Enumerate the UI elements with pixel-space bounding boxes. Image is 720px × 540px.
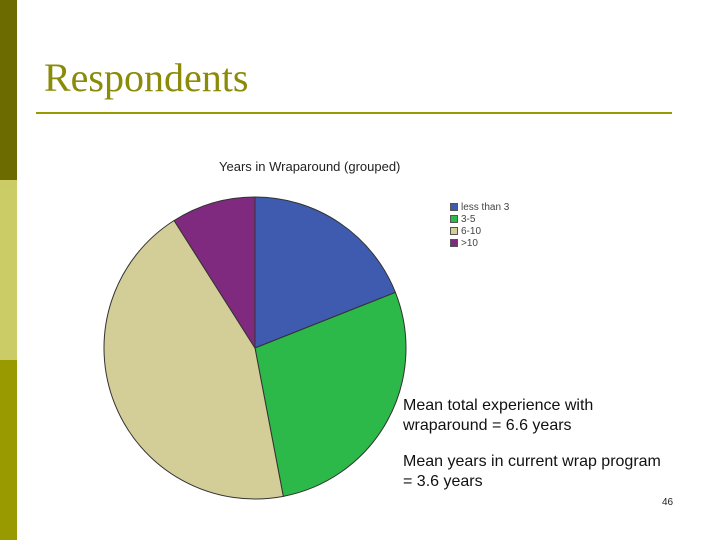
legend-item: 6-10 bbox=[450, 225, 509, 237]
legend-item: less than 3 bbox=[450, 201, 509, 213]
side-bar-dark bbox=[0, 0, 17, 180]
legend-swatch bbox=[450, 215, 458, 223]
side-bar-light bbox=[0, 180, 17, 360]
legend-item: >10 bbox=[450, 237, 509, 249]
legend-label: >10 bbox=[461, 237, 478, 249]
page-number: 46 bbox=[662, 497, 674, 508]
chart-title: Years in Wraparound (grouped) bbox=[219, 159, 401, 174]
side-bar-medium bbox=[0, 360, 17, 540]
legend-swatch bbox=[450, 203, 458, 211]
legend-swatch bbox=[450, 239, 458, 247]
legend-item: 3-5 bbox=[450, 213, 509, 225]
slide-title: Respondents bbox=[44, 55, 249, 100]
legend-swatch bbox=[450, 227, 458, 235]
note-total-experience: Mean total experience with wraparound = … bbox=[403, 397, 594, 434]
legend-label: 6-10 bbox=[461, 225, 482, 237]
pie-slice-10 bbox=[173, 196, 256, 350]
legend-label: 3-5 bbox=[461, 213, 476, 225]
chart-legend: less than 3 3-5 6-10 >10 bbox=[450, 201, 509, 249]
pie-slice-less-than-3 bbox=[254, 196, 397, 349]
note-current-program: Mean years in current wrap program = 3.6… bbox=[403, 453, 661, 490]
pie-slice-6-10 bbox=[103, 219, 284, 500]
pie-slice-3-5 bbox=[254, 291, 407, 497]
legend-label: less than 3 bbox=[461, 201, 510, 213]
title-divider bbox=[36, 112, 672, 114]
